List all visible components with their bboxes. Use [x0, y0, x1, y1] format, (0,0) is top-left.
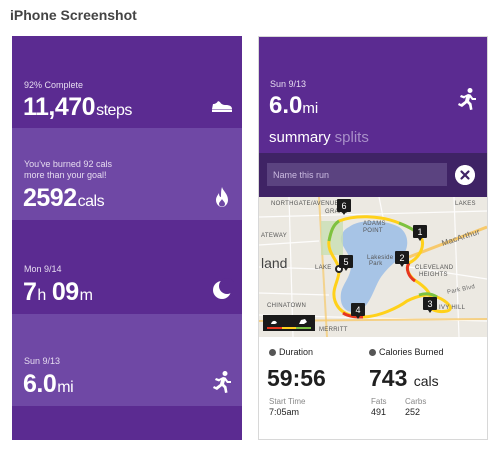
- run-name-input[interactable]: [267, 163, 447, 186]
- runner-icon: [213, 371, 231, 393]
- start-time-value: 7:05am: [269, 407, 300, 417]
- next-tile[interactable]: [12, 406, 242, 440]
- calories-burned-value: 743 cals: [369, 365, 439, 391]
- shoe-icon: [212, 101, 232, 112]
- svg-text:4: 4: [355, 305, 360, 315]
- run-route-map[interactable]: NORTHGATE/AVENUE GRAND ATEWAY ADAMS POIN…: [259, 197, 487, 337]
- run-detail-tabs: summary splits: [269, 129, 369, 146]
- mile-marker-4[interactable]: 4: [351, 303, 365, 319]
- run-date-label: Sun 9/13: [24, 356, 61, 366]
- svg-text:6: 6: [341, 201, 346, 211]
- map-label-adams: ADAMS: [363, 221, 386, 227]
- flame-icon: [216, 187, 228, 207]
- steps-progress-label: 92% Complete: [24, 80, 84, 90]
- duration-value: 59:56: [267, 365, 326, 391]
- map-label-ivy-hill: IVY HILL: [439, 305, 466, 311]
- run-stats-panel: Duration 59:56 Start Time 7:05am Calorie…: [259, 337, 487, 439]
- carbs-value: 252: [405, 407, 421, 417]
- tab-summary[interactable]: summary: [269, 129, 331, 146]
- fats-value: 491: [371, 407, 387, 417]
- map-label-lake: LAKE: [315, 265, 332, 271]
- steps-tile[interactable]: 92% Complete 11,470steps: [12, 36, 242, 128]
- svg-text:5: 5: [343, 257, 348, 267]
- calories-value: 2592cals: [23, 184, 105, 212]
- svg-text:1: 1: [417, 227, 422, 237]
- steps-value: 11,470steps: [23, 93, 132, 121]
- mile-marker-2[interactable]: 2: [395, 251, 409, 267]
- run-detail-screen: Sun 9/13 6.0mi summary splits: [258, 36, 488, 440]
- calories-goal-line1: You've burned 92 cals: [24, 159, 112, 169]
- map-label-cleveland: CLEVELAND: [415, 265, 454, 271]
- duration-title: Duration: [269, 347, 313, 357]
- sleep-tile[interactable]: Mon 9/14 7h 09m: [12, 220, 242, 314]
- calories-goal-line2: more than your goal!: [24, 170, 107, 180]
- run-name-bar: [259, 153, 487, 197]
- close-icon[interactable]: [455, 165, 475, 185]
- map-label-northgate: NORTHGATE/AVENUE: [271, 201, 339, 207]
- start-time-label: Start Time: [269, 397, 306, 406]
- health-dashboard-screen: 92% Complete 11,470steps You've burned 9…: [12, 36, 242, 440]
- flame-icon: [369, 349, 376, 356]
- run-detail-date: Sun 9/13: [270, 79, 307, 89]
- calories-burned-title: Calories Burned: [369, 347, 444, 357]
- map-label-lakeside: Lakeside: [367, 255, 394, 261]
- mile-marker-1[interactable]: 1: [413, 225, 427, 241]
- run-detail-distance: 6.0mi: [269, 92, 319, 119]
- map-label-gateway: ATEWAY: [261, 233, 288, 239]
- calories-tile[interactable]: You've burned 92 cals more than your goa…: [12, 128, 242, 220]
- map-label-grand: GRAND: [325, 209, 349, 215]
- mile-marker-5[interactable]: 5: [339, 255, 353, 271]
- page-heading: iPhone Screenshot: [10, 7, 137, 23]
- fats-label: Fats: [371, 397, 387, 406]
- map-label-lakes: LAKES: [455, 201, 476, 207]
- carbs-label: Carbs: [405, 397, 427, 406]
- tab-splits[interactable]: splits: [334, 129, 369, 146]
- map-label-heights: HEIGHTS: [419, 272, 448, 278]
- map-label-adams-point: POINT: [363, 228, 383, 234]
- run-header: Sun 9/13 6.0mi summary splits: [259, 37, 487, 153]
- run-tile[interactable]: Sun 9/13 6.0mi: [12, 314, 242, 406]
- runner-icon: [458, 88, 476, 110]
- mile-marker-6[interactable]: 6: [337, 199, 351, 215]
- sleep-duration-value: 7h 09m: [23, 278, 93, 306]
- moon-icon: [213, 278, 234, 299]
- mile-marker-3[interactable]: 3: [423, 297, 437, 313]
- pace-legend: [263, 315, 315, 331]
- map-label-merritt: MERRITT: [319, 327, 348, 333]
- map-label-chinatown: CHINATOWN: [267, 303, 307, 309]
- sleep-date-label: Mon 9/14: [24, 264, 62, 274]
- run-distance-value: 6.0mi: [23, 370, 74, 398]
- svg-text:3: 3: [427, 299, 432, 309]
- map-label-oakland: land: [261, 255, 288, 271]
- map-label-lakeside-park: Park: [369, 261, 383, 267]
- svg-text:2: 2: [399, 253, 404, 263]
- clock-icon: [269, 349, 276, 356]
